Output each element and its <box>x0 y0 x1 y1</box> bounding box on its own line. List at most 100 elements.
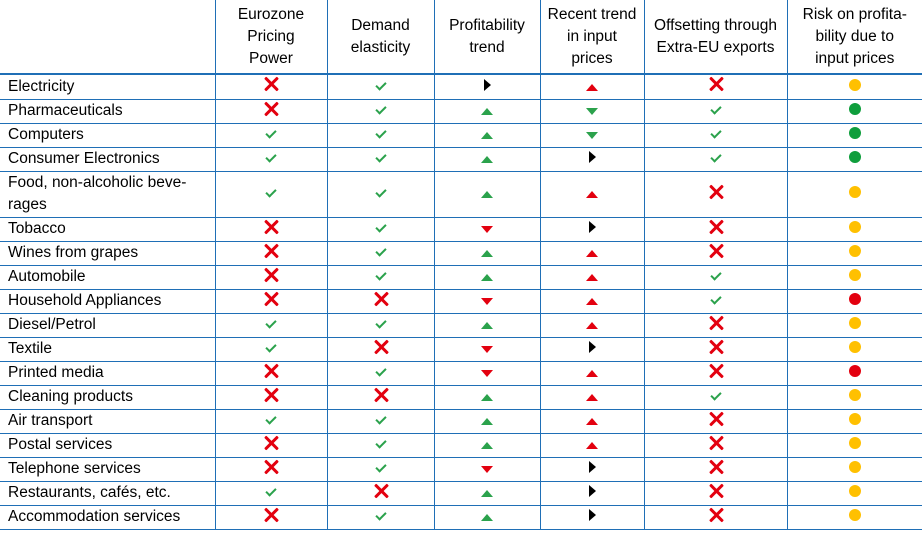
arrow-up-green-icon <box>481 132 493 139</box>
cell-input-price-trend <box>539 433 644 458</box>
cell-pricing-power <box>214 433 327 458</box>
cell-risk <box>786 385 922 410</box>
table-row: Air transport <box>0 409 922 434</box>
cell-extra-eu-exports <box>643 505 787 530</box>
sector-label: Postal services <box>0 433 215 458</box>
sector-label: Computers <box>0 123 215 148</box>
red-dot-icon <box>848 365 861 377</box>
arrow-down-red-icon <box>481 298 493 305</box>
sector-label: Consumer Electronics <box>0 147 215 172</box>
yellow-dot-icon <box>848 485 861 497</box>
check-icon <box>265 129 277 139</box>
header-sector <box>0 0 215 75</box>
table-row: Textile <box>0 337 922 362</box>
check-icon <box>375 271 387 281</box>
arrow-down-red-icon <box>481 226 493 233</box>
cell-profitability-trend <box>433 409 540 434</box>
cross-icon <box>708 411 724 427</box>
table-row: Diesel/Petrol <box>0 313 922 338</box>
cell-pricing-power <box>214 123 327 148</box>
cell-risk <box>786 433 922 458</box>
arrow-up-green-icon <box>481 108 493 115</box>
table-row: Computers <box>0 123 922 148</box>
cross-icon <box>263 291 279 307</box>
check-icon <box>710 391 722 401</box>
yellow-dot-icon <box>848 317 861 329</box>
cross-icon <box>373 387 389 403</box>
cell-profitability-trend <box>433 217 540 242</box>
check-icon <box>265 415 277 425</box>
cell-input-price-trend <box>539 265 644 290</box>
cell-risk <box>786 123 922 148</box>
cell-pricing-power <box>214 409 327 434</box>
cell-risk <box>786 217 922 242</box>
table-row: Restaurants, cafés, etc. <box>0 481 922 506</box>
cell-pricing-power <box>214 481 327 506</box>
cell-input-price-trend <box>539 74 644 100</box>
cell-demand-elasticity <box>326 241 434 266</box>
arrow-up-red-icon <box>586 442 598 449</box>
arrow-up-green-icon <box>481 250 493 257</box>
table-row: Pharmaceuticals <box>0 99 922 124</box>
table-row: Tobacco <box>0 217 922 242</box>
table-row: Telephone services <box>0 457 922 482</box>
table-row: Electricity <box>0 74 922 100</box>
cell-risk <box>786 409 922 434</box>
cell-extra-eu-exports <box>643 313 787 338</box>
cell-pricing-power <box>214 289 327 314</box>
cell-risk <box>786 74 922 100</box>
cell-extra-eu-exports <box>643 74 787 100</box>
cell-input-price-trend <box>539 361 644 386</box>
yellow-dot-icon <box>848 186 861 198</box>
cross-icon <box>708 243 724 259</box>
cell-profitability-trend <box>433 74 540 100</box>
cell-profitability-trend <box>433 147 540 172</box>
sector-label: Accommodation services <box>0 505 215 530</box>
check-icon <box>375 439 387 449</box>
cross-icon <box>263 219 279 235</box>
table-row: Postal services <box>0 433 922 458</box>
cell-input-price-trend <box>539 505 644 530</box>
arrow-right-icon <box>588 341 596 353</box>
cell-extra-eu-exports <box>643 457 787 482</box>
cell-pricing-power <box>214 265 327 290</box>
check-icon <box>710 129 722 139</box>
green-dot-icon <box>848 103 861 115</box>
cell-demand-elasticity <box>326 265 434 290</box>
header-risk: Risk on profita-bility due to input price… <box>786 0 922 75</box>
cell-risk <box>786 171 922 218</box>
cross-icon <box>263 243 279 259</box>
cell-input-price-trend <box>539 123 644 148</box>
cell-pricing-power <box>214 74 327 100</box>
cross-icon <box>708 219 724 235</box>
cell-profitability-trend <box>433 433 540 458</box>
cell-risk <box>786 481 922 506</box>
header-demand-elasticity: Demand elasticity <box>326 0 434 75</box>
cross-icon <box>373 339 389 355</box>
cell-risk <box>786 337 922 362</box>
check-icon <box>265 343 277 353</box>
cell-pricing-power <box>214 385 327 410</box>
cell-pricing-power <box>214 171 327 218</box>
arrow-right-icon <box>588 221 596 233</box>
arrow-right-icon <box>588 509 596 521</box>
cell-demand-elasticity <box>326 385 434 410</box>
table-body: Electricity Pharmaceuticals Computers Consu… <box>0 74 922 530</box>
cell-demand-elasticity <box>326 217 434 242</box>
check-icon <box>710 295 722 305</box>
arrow-up-green-icon <box>481 322 493 329</box>
arrow-right-icon <box>588 151 596 163</box>
sector-label: Electricity <box>0 74 215 100</box>
cell-extra-eu-exports <box>643 147 787 172</box>
table-row: Wines from grapes <box>0 241 922 266</box>
cell-risk <box>786 457 922 482</box>
sector-label: Restaurants, cafés, etc. <box>0 481 215 506</box>
yellow-dot-icon <box>848 413 861 425</box>
cross-icon <box>263 363 279 379</box>
cell-profitability-trend <box>433 171 540 218</box>
cell-demand-elasticity <box>326 171 434 218</box>
cell-input-price-trend <box>539 289 644 314</box>
cell-input-price-trend <box>539 99 644 124</box>
check-icon <box>375 247 387 257</box>
yellow-dot-icon <box>848 509 861 521</box>
